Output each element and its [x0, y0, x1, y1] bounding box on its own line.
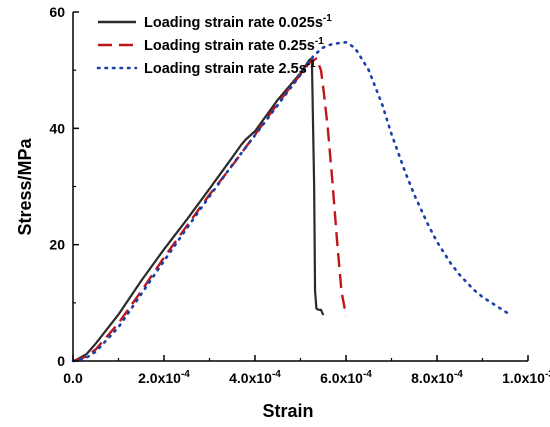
y-tick-label: 20 — [49, 237, 65, 253]
legend-label-1: Loading strain rate 0.025s-1 — [144, 13, 332, 31]
series-line-1 — [72, 57, 325, 363]
x-axis-title: Strain — [262, 401, 313, 421]
series-line-2 — [72, 57, 348, 363]
series-layer — [71, 40, 512, 363]
x-tick-label: 8.0x10-4 — [411, 369, 463, 386]
x-tick-label: 0.0 — [63, 370, 83, 386]
series-line-3 — [71, 40, 512, 363]
x-tick-label: 1.0x10-3 — [502, 369, 550, 386]
x-tick-label: 6.0x10-4 — [320, 369, 372, 386]
y-tick-label: 60 — [49, 4, 65, 20]
y-tick-label: 0 — [57, 353, 65, 369]
legend-label-3: Loading strain rate 2.5s-1 — [144, 59, 316, 77]
x-tick-label: 2.0x10-4 — [138, 369, 190, 386]
tick-layer: 0.0 2.0x10-4 4.0x10-4 6.0x10-4 8.0x10-4 1.0x1… — [49, 4, 550, 386]
y-axis-title: Stress/MPa — [15, 137, 35, 235]
y-tick-label: 40 — [49, 120, 65, 136]
legend: Loading strain rate 0.025s-1 Loading stra… — [96, 13, 332, 77]
x-tick-label: 4.0x10-4 — [229, 369, 281, 386]
legend-label-2: Loading strain rate 0.25s-1 — [144, 36, 324, 54]
